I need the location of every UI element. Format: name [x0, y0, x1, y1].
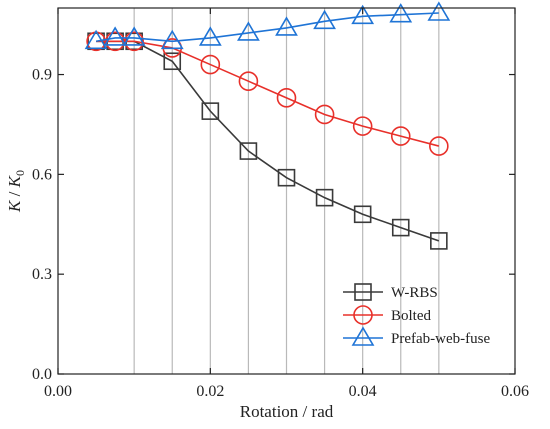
data-point-circle [276, 88, 297, 108]
data-point-triangle [313, 9, 336, 30]
y-tick-label: 0.6 [32, 166, 52, 183]
data-point-triangle [198, 26, 222, 46]
data-point-triangle [160, 29, 184, 50]
data-point-circle [124, 31, 144, 52]
legend-marker-square [354, 283, 372, 301]
series-triangle [84, 1, 451, 50]
data-point-circle [352, 116, 373, 136]
y-axis-title: K / K0 [5, 170, 27, 213]
axis-ticks: 0.00 0.02 0.04 0.06 0.0 0.3 0.6 0.9 [32, 8, 529, 400]
plot-frame [57, 7, 516, 375]
y-axis-title-k0: K [5, 174, 24, 188]
y-tick-label: 0.9 [32, 67, 52, 84]
y-axis-title-slash: / [5, 187, 24, 200]
data-point-triangle [427, 1, 451, 21]
series-circle [86, 31, 449, 156]
legend-entry: W-RBS [343, 283, 438, 301]
y-tick-label: 0.3 [32, 266, 52, 283]
data-point-square [239, 142, 258, 160]
legend-label: Bolted [391, 308, 431, 324]
series-line [96, 40, 440, 242]
x-tick-label: 0.02 [196, 383, 224, 400]
legend-marker-circle [353, 305, 373, 325]
data-point-square [391, 218, 410, 237]
legend-entry: Bolted [343, 305, 431, 325]
data-point-circle [105, 31, 125, 52]
data-point-triangle [275, 16, 298, 36]
legend-marker-triangle [351, 326, 375, 346]
data-point-square [353, 205, 372, 224]
legend: W-RBS Bolted Prefab-web-fuse [343, 283, 490, 347]
series-layer [84, 1, 451, 250]
y-axis-title-subscript: 0 [13, 170, 27, 176]
data-point-square [315, 188, 334, 207]
legend-entry: Prefab-web-fuse [343, 326, 490, 347]
legend-label: Prefab-web-fuse [391, 331, 490, 347]
data-point-circle [238, 71, 259, 91]
data-point-triangle [389, 3, 413, 23]
y-tick-label: 0.0 [32, 366, 52, 383]
data-point-circle [390, 126, 411, 146]
series-line [96, 40, 440, 147]
data-point-triangle [103, 26, 127, 46]
data-point-square [163, 52, 182, 71]
x-tick-label: 0.00 [44, 383, 72, 400]
x-tick-label: 0.06 [501, 383, 529, 400]
data-point-circle [429, 136, 449, 156]
data-point-square [201, 102, 220, 120]
data-point-triangle [237, 21, 260, 41]
y-axis-title-k: K [5, 199, 24, 213]
data-point-triangle [122, 26, 146, 46]
data-point-triangle [351, 4, 375, 25]
data-point-square [430, 232, 448, 250]
x-axis-title: Rotation / rad [240, 402, 334, 421]
data-point-triangle [84, 29, 108, 50]
data-point-circle [314, 104, 335, 125]
series-line [95, 12, 439, 43]
legend-label: W-RBS [391, 285, 438, 301]
data-point-square [277, 168, 296, 187]
data-point-circle [200, 54, 221, 75]
x-tick-label: 0.04 [349, 383, 377, 400]
